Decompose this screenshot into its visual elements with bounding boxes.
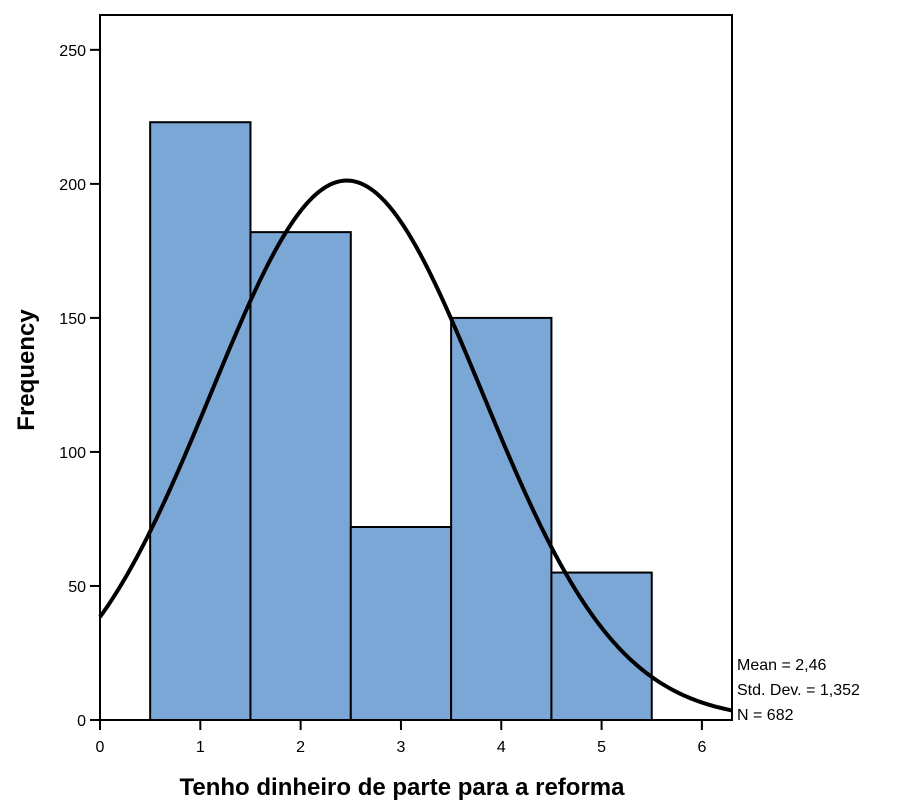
x-tick-label: 1 — [196, 739, 205, 756]
y-axis-title: Frequency — [13, 309, 40, 431]
histogram-bar-2 — [249, 231, 352, 721]
x-axis: 0 1 2 3 4 5 6 — [96, 720, 706, 756]
x-tick-label: 5 — [597, 739, 606, 756]
x-tick-label: 3 — [396, 739, 405, 756]
y-tick-label: 150 — [59, 311, 86, 328]
histogram-bar-4 — [450, 316, 553, 721]
x-tick-label: 2 — [296, 739, 305, 756]
y-tick-label: 0 — [77, 713, 86, 730]
histogram-bar-5 — [550, 571, 653, 721]
y-axis: 0 50 100 150 200 250 — [59, 43, 100, 730]
y-tick-label: 100 — [59, 445, 86, 462]
y-tick-label: 250 — [59, 43, 86, 60]
stats-n: N = 682 — [737, 707, 794, 724]
y-tick-label: 50 — [68, 579, 86, 596]
stats-mean: Mean = 2,46 — [737, 657, 827, 674]
x-tick-label: 6 — [697, 739, 706, 756]
y-tick-label: 200 — [59, 177, 86, 194]
x-axis-title: Tenho dinheiro de parte para a reforma — [180, 774, 626, 801]
stats-std-dev: Std. Dev. = 1,352 — [737, 682, 860, 699]
histogram-bar-3 — [349, 525, 453, 722]
x-tick-label: 0 — [96, 739, 105, 756]
normal-curve — [98, 178, 733, 713]
bars-group — [149, 121, 653, 722]
x-tick-label: 4 — [497, 739, 506, 756]
